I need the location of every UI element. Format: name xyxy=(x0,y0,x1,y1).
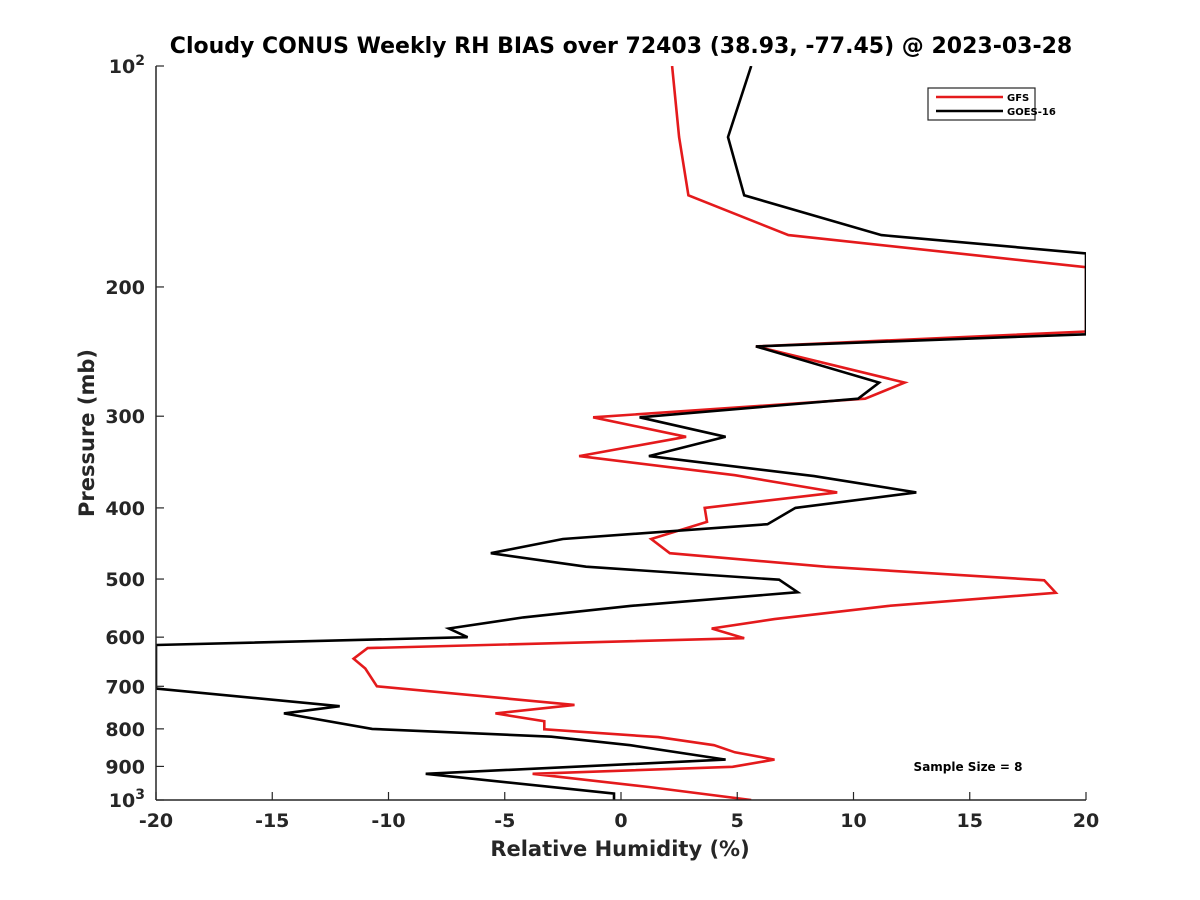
x-tick-label: 20 xyxy=(1073,810,1099,832)
series-line-gfs xyxy=(351,66,1086,800)
y-tick-label: 102 xyxy=(109,53,145,78)
x-tick-label: -10 xyxy=(371,810,405,832)
x-tick-label: 5 xyxy=(731,810,744,832)
y-tick-label: 600 xyxy=(105,627,145,649)
y-tick-label: 400 xyxy=(105,498,145,520)
x-tick-label: 10 xyxy=(840,810,866,832)
y-tick-label: 300 xyxy=(105,406,145,428)
x-tick-label: -20 xyxy=(139,810,173,832)
x-tick-label: 0 xyxy=(614,810,627,832)
x-tick-label: -15 xyxy=(255,810,289,832)
y-tick-label: 900 xyxy=(105,756,145,778)
chart-title: Cloudy CONUS Weekly RH BIAS over 72403 (… xyxy=(170,34,1072,59)
legend-box xyxy=(927,87,1036,121)
sample-size-annotation: Sample Size = 8 xyxy=(914,760,1023,774)
x-tick-label: 15 xyxy=(957,810,983,832)
axes: -20 -15 -10 -5 0 5 10 15 20 102 200 300 400 500 600 700… xyxy=(105,53,1099,832)
y-tick-label: 103 xyxy=(109,787,145,812)
legend-label-gfs: GFS xyxy=(1007,93,1029,104)
legend-label-goes16: GOES-16 xyxy=(1007,107,1056,118)
y-tick-label: 500 xyxy=(105,569,145,591)
plot-area xyxy=(156,66,1086,800)
y-tick-label: 700 xyxy=(105,676,145,698)
legend: GFS GOES-16 xyxy=(927,87,1056,121)
y-tick-label: 800 xyxy=(105,719,145,741)
x-tick-label: -5 xyxy=(494,810,515,832)
y-axis-label: Pressure (mb) xyxy=(75,349,99,517)
x-axis-label: Relative Humidity (%) xyxy=(490,837,749,861)
y-tick-label: 200 xyxy=(105,277,145,299)
series-line-goes16 xyxy=(156,66,1086,800)
